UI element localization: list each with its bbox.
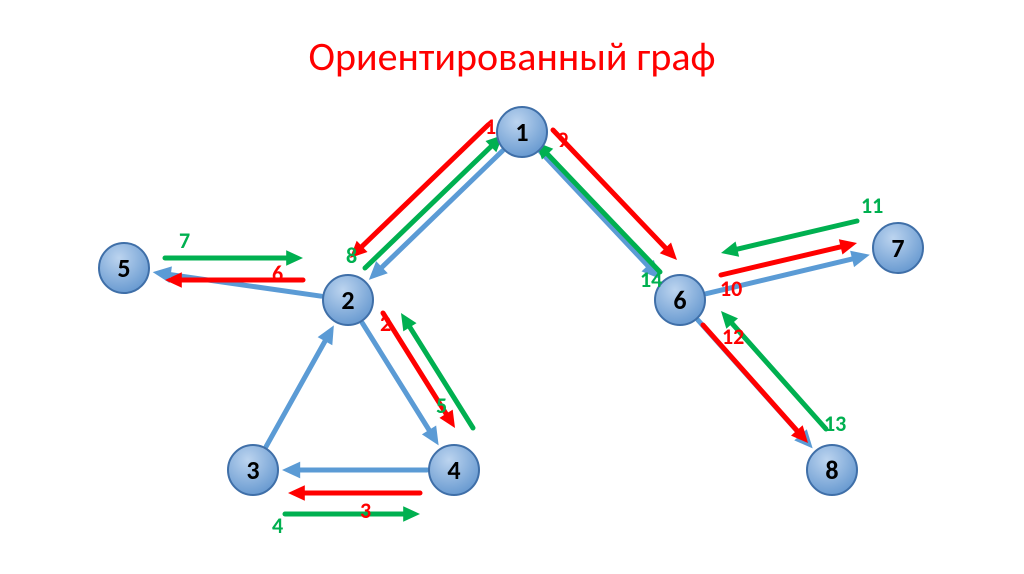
edge-label: 3 — [360, 497, 371, 524]
edge-label: 11 — [861, 192, 883, 219]
graph-node-label: 1 — [515, 116, 528, 148]
edge-label: 6 — [272, 260, 283, 287]
graph-node-label: 7 — [891, 232, 904, 264]
edge-label: 7 — [179, 227, 190, 254]
graph-node-label: 5 — [117, 252, 130, 284]
graph-node-label: 4 — [447, 454, 460, 486]
edge-label: 14 — [640, 266, 662, 293]
edge-label: 10 — [720, 275, 742, 302]
edge-label: 1 — [485, 113, 496, 140]
edge-label: 4 — [272, 512, 283, 539]
edge-label: 13 — [824, 410, 846, 437]
edge-label: 5 — [436, 392, 447, 419]
graph-node-label: 2 — [341, 284, 354, 316]
graph-canvas: 12345678 — [0, 0, 1024, 574]
graph-node-label: 8 — [825, 454, 838, 486]
edge-label: 12 — [722, 323, 744, 350]
graph-node-label: 6 — [673, 284, 686, 316]
graph-node-label: 3 — [246, 454, 259, 486]
edge-label: 2 — [380, 310, 391, 337]
edge-label: 8 — [346, 242, 357, 269]
edge-label: 9 — [557, 126, 568, 153]
